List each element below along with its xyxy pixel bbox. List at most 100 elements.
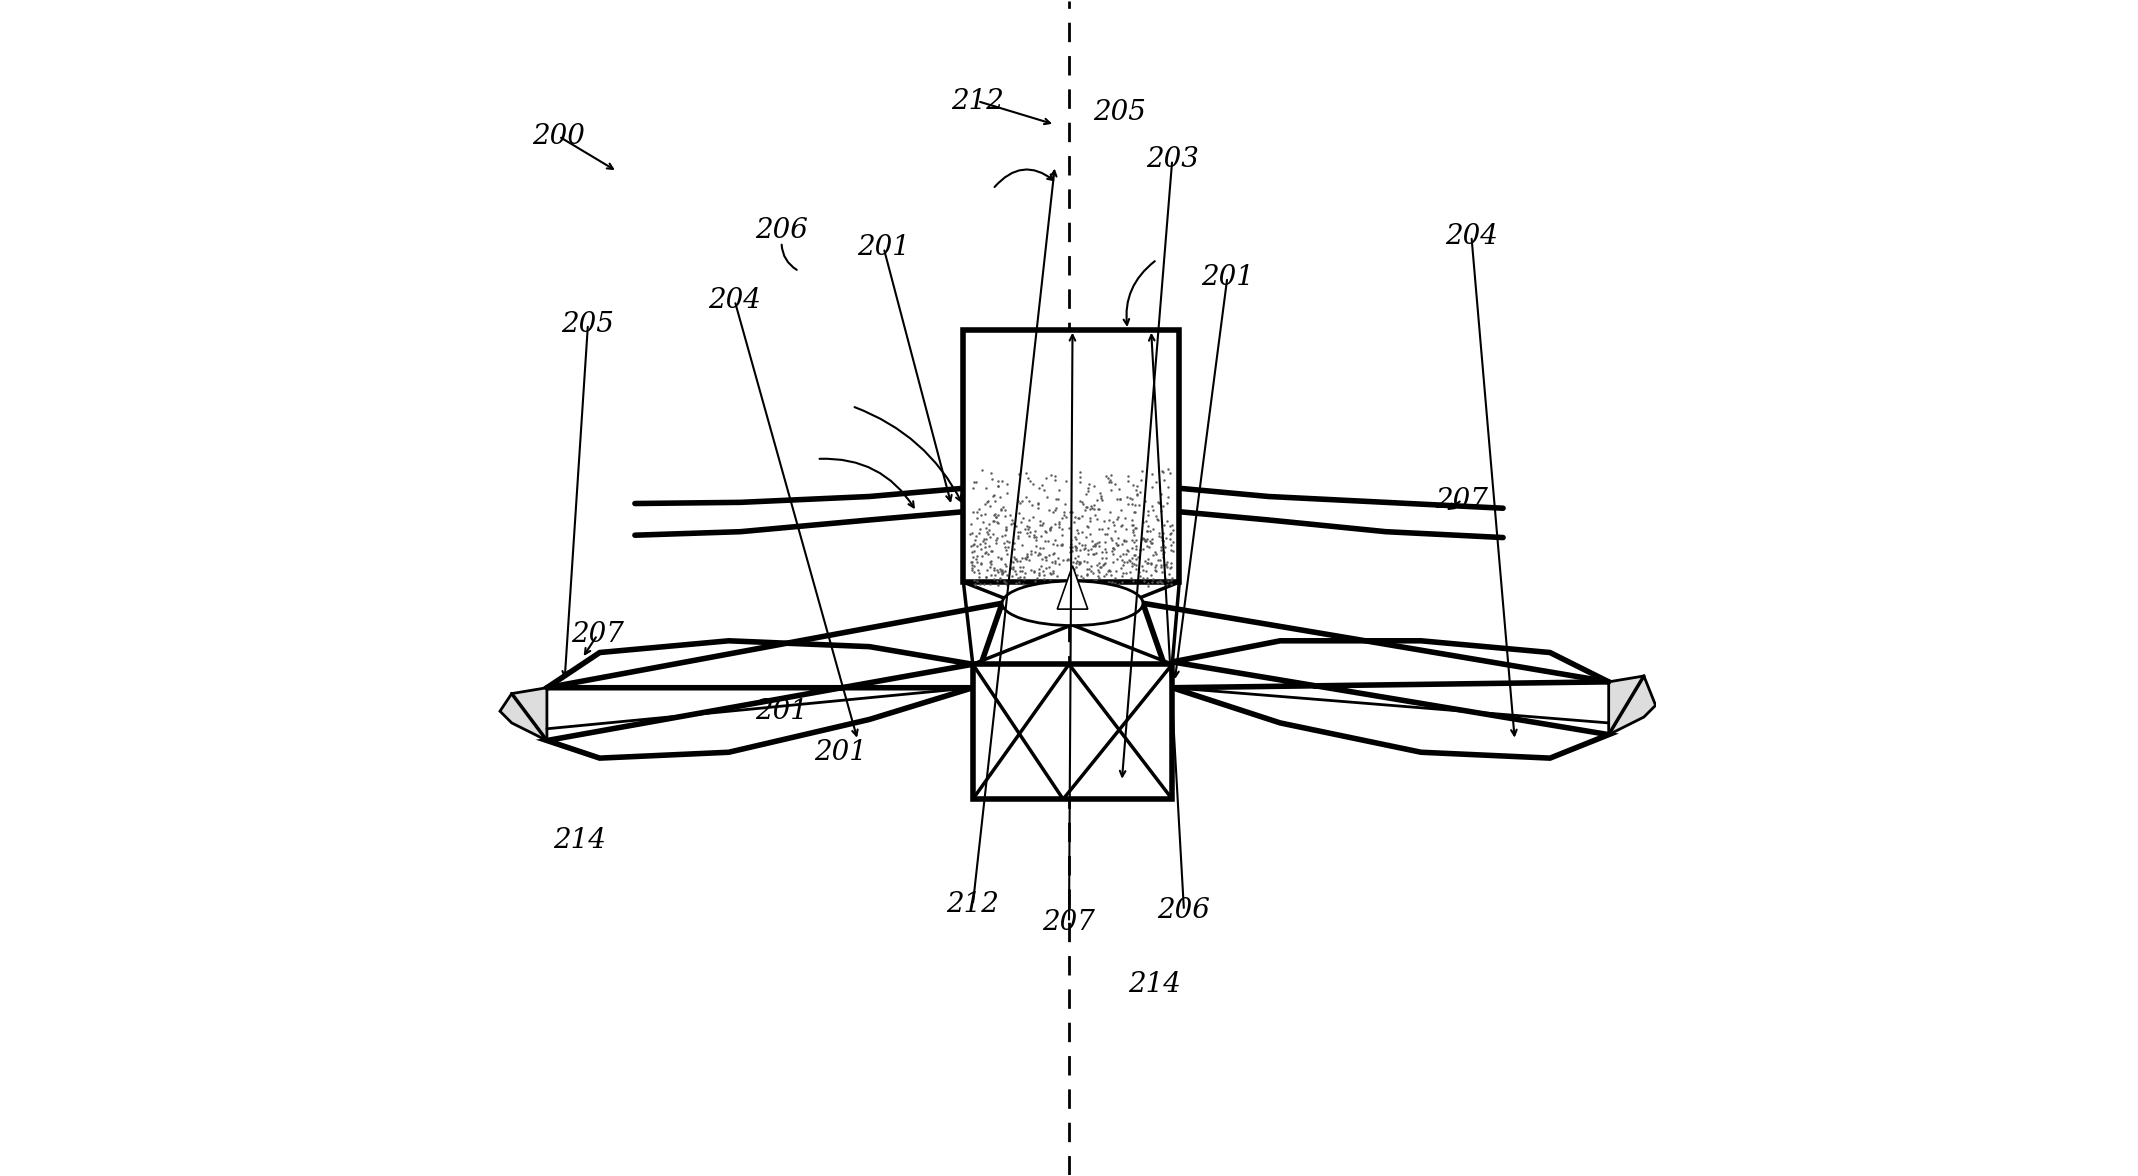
Point [1135, 520, 1169, 539]
Point [1099, 561, 1133, 580]
Point [1103, 547, 1137, 566]
Point [1146, 470, 1180, 489]
Point [1080, 533, 1114, 552]
Point [1131, 554, 1165, 573]
Point [1105, 559, 1140, 577]
Point [1069, 485, 1103, 503]
Point [1095, 466, 1129, 485]
Point [973, 574, 1007, 593]
Point [977, 487, 1011, 506]
Point [988, 501, 1022, 520]
Point [1071, 475, 1105, 494]
Point [1135, 477, 1169, 496]
Point [1148, 575, 1182, 594]
Point [1144, 485, 1178, 503]
Point [1148, 555, 1182, 574]
Point [1142, 572, 1176, 590]
Point [1140, 556, 1174, 575]
Text: 214: 214 [1129, 971, 1180, 998]
Point [1009, 548, 1043, 567]
Point [973, 566, 1007, 584]
Point [1114, 510, 1148, 529]
Point [994, 552, 1028, 570]
Point [1063, 473, 1097, 492]
Point [1093, 561, 1127, 580]
Point [1041, 549, 1075, 568]
Point [1078, 495, 1112, 514]
Point [969, 505, 1003, 523]
Point [1097, 539, 1131, 557]
Point [1028, 548, 1063, 567]
Point [1112, 552, 1146, 570]
Point [1073, 540, 1107, 559]
Point [1007, 569, 1041, 588]
Point [1125, 568, 1159, 587]
Point [977, 569, 1011, 588]
Point [1157, 542, 1191, 561]
Point [988, 573, 1022, 592]
Point [1033, 572, 1067, 590]
Point [979, 492, 1013, 510]
Point [1118, 556, 1152, 575]
Point [969, 568, 1003, 587]
Point [954, 524, 988, 543]
Point [1060, 552, 1095, 570]
Point [1063, 508, 1097, 527]
Point [1065, 536, 1099, 555]
Point [1071, 497, 1105, 516]
Point [1125, 529, 1159, 548]
Point [960, 546, 994, 564]
Point [983, 500, 1018, 519]
Point [1007, 568, 1041, 587]
Point [975, 463, 1009, 482]
Point [1058, 530, 1093, 549]
Text: 206: 206 [755, 216, 808, 243]
Point [1157, 533, 1191, 552]
Point [1150, 557, 1184, 576]
Point [988, 561, 1022, 580]
Point [1018, 527, 1052, 546]
Point [1031, 501, 1065, 520]
Point [1026, 569, 1060, 588]
Point [1084, 548, 1118, 567]
Point [1101, 480, 1135, 499]
Point [996, 559, 1031, 577]
Point [986, 564, 1020, 583]
Point [1146, 496, 1180, 515]
Point [1069, 553, 1103, 572]
Point [1033, 520, 1067, 539]
Point [1052, 566, 1086, 584]
Point [1001, 528, 1035, 547]
Point [1075, 563, 1110, 582]
Point [1011, 517, 1045, 536]
Point [1120, 547, 1155, 566]
Point [1120, 537, 1155, 556]
Point [956, 547, 990, 566]
Point [1086, 490, 1120, 509]
Point [971, 544, 1005, 563]
Point [988, 534, 1022, 553]
Point [1088, 533, 1122, 552]
Point [1099, 534, 1133, 553]
Point [988, 526, 1022, 544]
Point [1022, 499, 1056, 517]
Point [1133, 522, 1167, 541]
Point [1052, 542, 1086, 561]
Point [1127, 513, 1161, 532]
Point [981, 548, 1016, 567]
Point [1093, 573, 1127, 592]
Point [1112, 489, 1146, 508]
Point [1097, 515, 1131, 534]
Point [1016, 507, 1050, 526]
Point [1118, 519, 1152, 537]
Point [1075, 537, 1110, 556]
Text: 205: 205 [1093, 99, 1146, 126]
Point [1146, 556, 1180, 575]
Point [1058, 557, 1093, 576]
Point [990, 475, 1024, 494]
Point [1071, 479, 1105, 497]
Point [1065, 507, 1099, 526]
Text: 201: 201 [755, 697, 808, 724]
Point [1099, 489, 1133, 508]
Point [1022, 544, 1056, 563]
